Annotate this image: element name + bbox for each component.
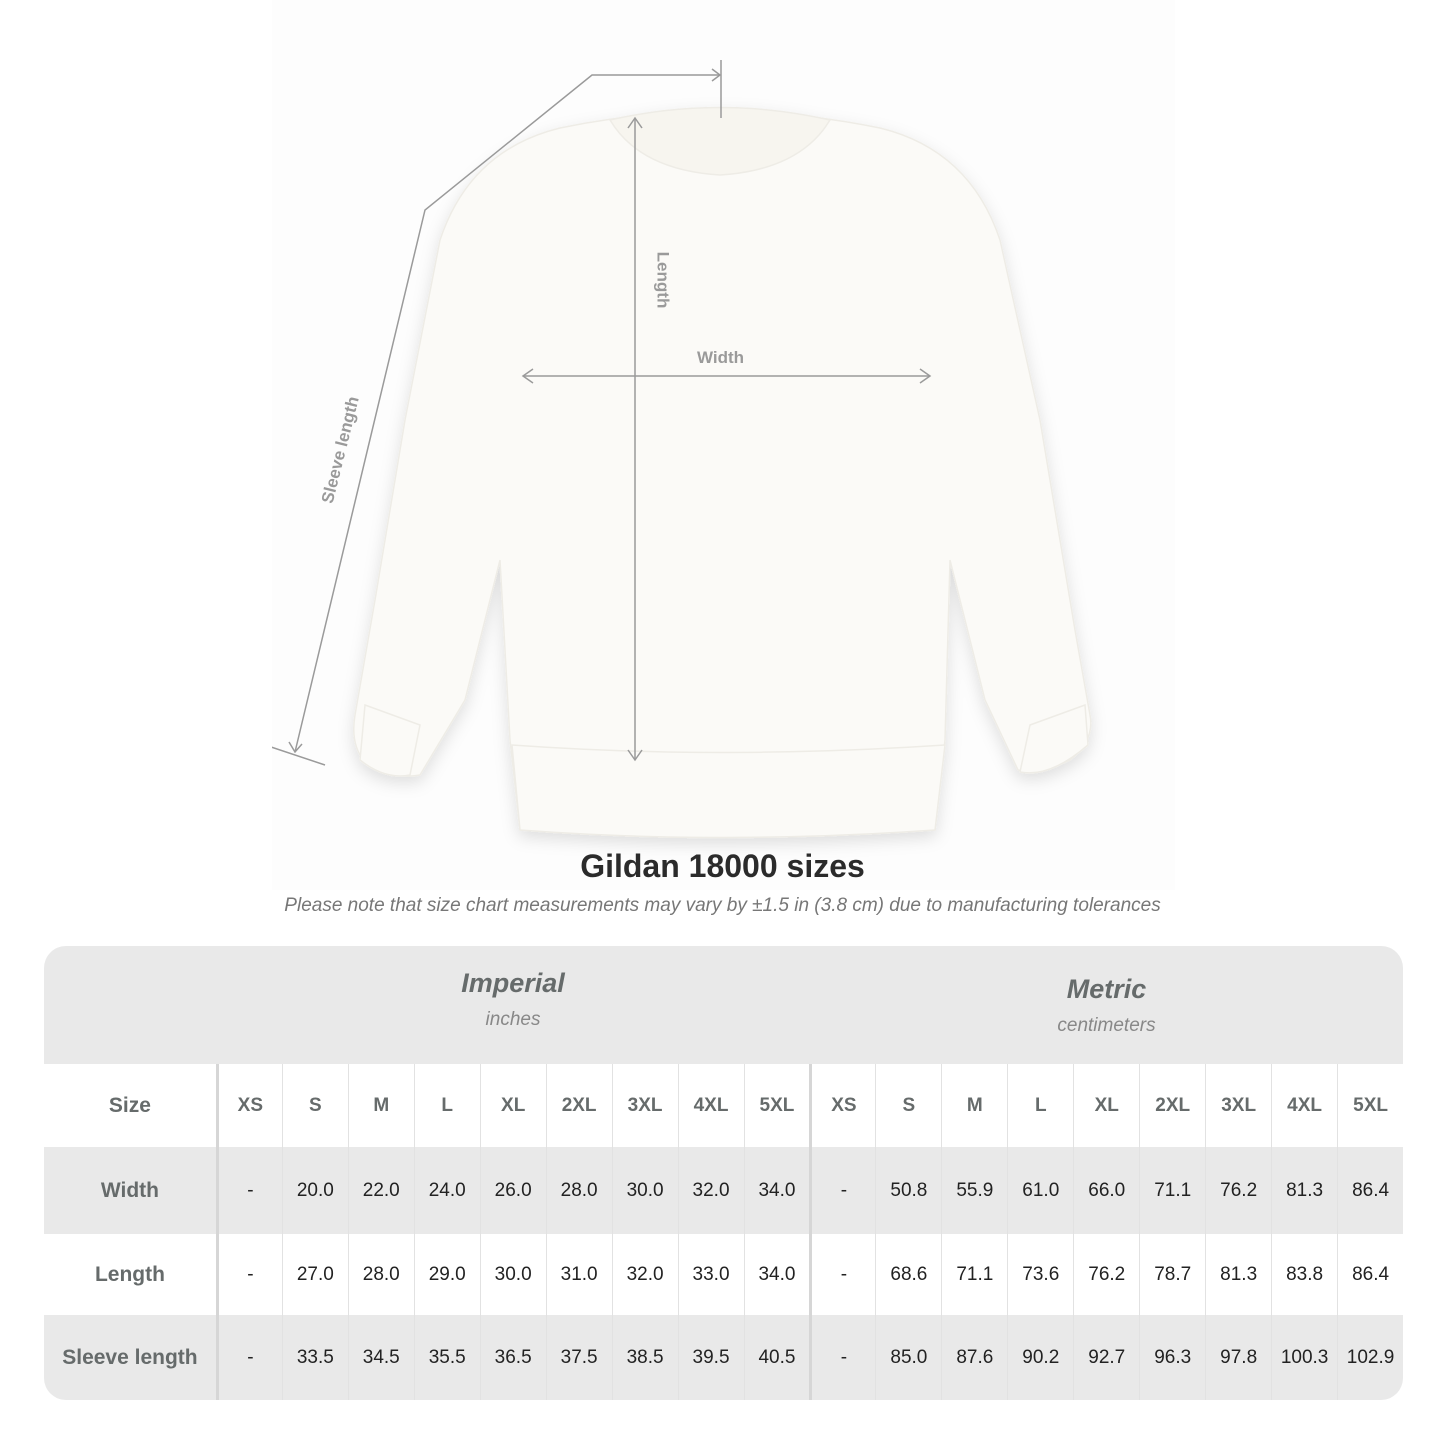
value-cell: 33.5 — [281, 1315, 348, 1400]
value-cell: 31.0 — [545, 1234, 612, 1315]
value-cell: 71.1 — [941, 1234, 1007, 1315]
value-cell: 100.3 — [1271, 1315, 1337, 1400]
size-header-cell: L — [1007, 1064, 1073, 1147]
size-header-cell: XL — [479, 1064, 546, 1147]
value-cell: 30.0 — [479, 1234, 546, 1315]
length-label: Length — [653, 251, 673, 309]
value-cell: 50.8 — [875, 1147, 941, 1234]
metric-group: Metric centimeters — [810, 974, 1403, 1037]
value-cell: 85.0 — [875, 1315, 941, 1400]
value-cell: 87.6 — [941, 1315, 1007, 1400]
size-header-cell: 3XL — [611, 1064, 678, 1147]
size-header-cell: 3XL — [1205, 1064, 1271, 1147]
size-header-cell: 2XL — [1139, 1064, 1205, 1147]
value-cell: - — [215, 1147, 282, 1234]
value-cell: 27.0 — [281, 1234, 348, 1315]
imperial-heading: Imperial — [461, 968, 565, 998]
value-cell: 86.4 — [1337, 1234, 1403, 1315]
value-cell: 66.0 — [1073, 1147, 1139, 1234]
size-header-cell: 4XL — [677, 1064, 744, 1147]
table-row: Sleeve length -33.5 34.5 35.5 36.5 37.5 38.5 39… — [44, 1315, 1403, 1400]
size-header-cell: L — [413, 1064, 480, 1147]
value-cell: 61.0 — [1007, 1147, 1073, 1234]
table-row: Width -20.0 22.0 24.0 26.0 28.0 30.0 32.0 34.0-5… — [44, 1147, 1403, 1234]
value-cell: 38.5 — [611, 1315, 678, 1400]
size-header-cell: XS — [809, 1064, 875, 1147]
table-row: Length -27.0 28.0 29.0 30.0 31.0 32.0 33.0 34.0-… — [44, 1234, 1403, 1315]
size-header-cell: XS — [215, 1064, 282, 1147]
value-cell: 55.9 — [941, 1147, 1007, 1234]
value-cell: 34.0 — [743, 1147, 810, 1234]
value-cell: 32.0 — [611, 1234, 678, 1315]
value-cell: 96.3 — [1139, 1315, 1205, 1400]
row-label: Size — [108, 1093, 151, 1117]
width-label: Width — [697, 348, 745, 367]
metric-heading: Metric — [1066, 974, 1147, 1004]
size-header-cell: 4XL — [1271, 1064, 1337, 1147]
value-cell: 39.5 — [677, 1315, 744, 1400]
size-header-cell: M — [347, 1064, 414, 1147]
value-cell: 22.0 — [347, 1147, 414, 1234]
value-cell: - — [215, 1315, 282, 1400]
value-cell: 20.0 — [281, 1147, 348, 1234]
value-cell: 24.0 — [413, 1147, 480, 1234]
metric-unit: centimeters — [1057, 1015, 1156, 1036]
value-cell: 81.3 — [1205, 1234, 1271, 1315]
value-cell: 73.6 — [1007, 1234, 1073, 1315]
row-label: Width — [100, 1178, 159, 1202]
tolerance-note: Please note that size chart measurements… — [284, 895, 1161, 916]
value-cell: - — [809, 1315, 875, 1400]
size-header-row: Size XS S M L XL 2XL 3XL 4XL 5XL XS S M L XL 2XL 3XL 4XL 5… — [44, 1064, 1403, 1147]
value-cell: 28.0 — [545, 1147, 612, 1234]
value-cell: 86.4 — [1337, 1147, 1403, 1234]
page-title: Gildan 18000 sizes — [580, 848, 865, 884]
value-cell: 37.5 — [545, 1315, 612, 1400]
value-cell: - — [215, 1234, 282, 1315]
row-label: Sleeve length — [62, 1345, 198, 1369]
value-cell: 76.2 — [1205, 1147, 1271, 1234]
sweatshirt-illustration — [272, 60, 1092, 839]
value-cell: 78.7 — [1139, 1234, 1205, 1315]
size-header-cell: S — [875, 1064, 941, 1147]
value-cell: 97.8 — [1205, 1315, 1271, 1400]
size-header-cell: XL — [1073, 1064, 1139, 1147]
value-cell: 83.8 — [1271, 1234, 1337, 1315]
value-cell: - — [809, 1234, 875, 1315]
value-cell: - — [809, 1147, 875, 1234]
size-table: Imperial inches Metric centimeters Size X… — [44, 946, 1403, 1400]
size-header-cell: 5XL — [743, 1064, 810, 1147]
table-header-band: Imperial inches Metric centimeters — [44, 946, 1403, 1064]
row-label: Length — [94, 1262, 165, 1286]
value-cell: 92.7 — [1073, 1315, 1139, 1400]
value-cell: 76.2 — [1073, 1234, 1139, 1315]
value-cell: 28.0 — [347, 1234, 414, 1315]
value-cell: 68.6 — [875, 1234, 941, 1315]
size-header-cell: 2XL — [545, 1064, 612, 1147]
value-cell: 40.5 — [743, 1315, 810, 1400]
value-cell: 71.1 — [1139, 1147, 1205, 1234]
value-cell: 81.3 — [1271, 1147, 1337, 1234]
value-cell: 102.9 — [1337, 1315, 1403, 1400]
value-cell: 33.0 — [677, 1234, 744, 1315]
value-cell: 34.0 — [743, 1234, 810, 1315]
size-header-cell: M — [941, 1064, 1007, 1147]
size-header-cell: 5XL — [1337, 1064, 1403, 1147]
value-cell: 34.5 — [347, 1315, 414, 1400]
imperial-unit: inches — [485, 1009, 541, 1030]
measure-lines — [272, 60, 932, 766]
sweatshirt-diagram: Length Width Sleeve length — [272, 0, 1175, 890]
value-cell: 26.0 — [479, 1147, 546, 1234]
value-cell: 30.0 — [611, 1147, 678, 1234]
value-cell: 36.5 — [479, 1315, 546, 1400]
imperial-group: Imperial inches — [216, 968, 810, 1031]
value-cell: 90.2 — [1007, 1315, 1073, 1400]
size-header-cell: S — [281, 1064, 348, 1147]
value-cell: 29.0 — [413, 1234, 480, 1315]
value-cell: 35.5 — [413, 1315, 480, 1400]
value-cell: 32.0 — [677, 1147, 744, 1234]
